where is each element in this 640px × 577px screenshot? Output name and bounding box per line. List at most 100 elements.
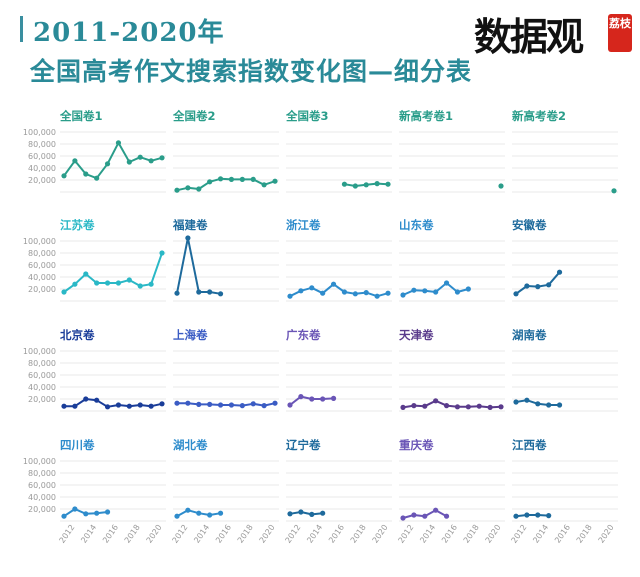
data-point xyxy=(287,293,293,299)
data-point xyxy=(217,510,224,516)
data-point xyxy=(72,158,78,164)
data-point xyxy=(61,403,67,409)
x-tick-label: 2018 xyxy=(236,523,255,545)
data-point xyxy=(352,183,358,189)
data-point xyxy=(207,401,213,407)
data-point xyxy=(196,186,202,192)
data-point xyxy=(159,155,165,161)
panel-title: 浙江卷 xyxy=(286,218,321,232)
y-tick-label: 100,000 xyxy=(23,237,56,246)
data-point xyxy=(546,282,552,288)
data-point xyxy=(261,182,267,188)
data-point xyxy=(454,404,461,410)
x-tick-label: 2016 xyxy=(440,523,459,545)
data-point xyxy=(61,289,67,295)
data-point xyxy=(126,159,132,165)
y-tick-label: 100,000 xyxy=(23,128,56,137)
data-point xyxy=(185,400,191,406)
data-point xyxy=(174,513,180,519)
data-point xyxy=(196,289,202,295)
data-point xyxy=(411,403,417,409)
x-tick-label: 2014 xyxy=(531,523,550,545)
x-tick-label: 2016 xyxy=(101,523,120,545)
data-point xyxy=(159,401,165,407)
data-point xyxy=(400,404,406,410)
data-point xyxy=(400,292,406,298)
series-line xyxy=(64,398,163,408)
data-point xyxy=(498,183,504,189)
data-point xyxy=(422,513,428,519)
data-point xyxy=(217,291,224,297)
x-tick-label: 2014 xyxy=(79,523,98,545)
data-point xyxy=(148,403,154,409)
data-point xyxy=(320,510,326,516)
data-point xyxy=(524,512,530,518)
y-tick-label: 20,000 xyxy=(28,176,56,185)
data-point xyxy=(61,173,67,179)
data-point xyxy=(148,281,154,287)
data-point xyxy=(513,399,519,405)
data-point xyxy=(535,512,541,518)
data-point xyxy=(385,290,391,296)
y-tick-label: 60,000 xyxy=(28,481,56,490)
data-point xyxy=(513,513,519,519)
x-tick-label: 2018 xyxy=(123,523,142,545)
y-tick-label: 60,000 xyxy=(28,152,56,161)
data-point xyxy=(228,176,235,182)
data-point xyxy=(250,401,256,407)
x-tick-label: 2020 xyxy=(371,523,390,545)
data-point xyxy=(239,176,245,182)
data-point xyxy=(411,287,417,293)
data-point xyxy=(363,182,369,188)
data-point xyxy=(137,154,143,160)
panel-title: 四川卷 xyxy=(60,438,95,452)
data-point xyxy=(272,400,278,406)
data-point xyxy=(422,403,428,409)
data-point xyxy=(272,178,278,184)
series-line xyxy=(176,177,276,192)
data-point xyxy=(228,402,235,408)
y-tick-label: 100,000 xyxy=(23,457,56,466)
data-point xyxy=(207,512,213,518)
x-tick-label: 2016 xyxy=(553,523,572,545)
series-line xyxy=(515,514,549,518)
y-tick-label: 20,000 xyxy=(28,505,56,514)
y-tick-label: 40,000 xyxy=(28,164,56,173)
data-point xyxy=(320,396,326,402)
data-point xyxy=(287,511,293,517)
data-point xyxy=(363,290,369,296)
data-point xyxy=(83,511,89,517)
data-point xyxy=(433,289,439,295)
data-point xyxy=(174,290,180,296)
panel-title: 广东卷 xyxy=(286,328,321,342)
x-tick-label: 2018 xyxy=(575,523,594,545)
data-point xyxy=(250,176,256,182)
data-point xyxy=(341,289,348,295)
y-tick-label: 40,000 xyxy=(28,273,56,282)
data-point xyxy=(104,404,111,410)
data-point xyxy=(137,402,143,408)
data-point xyxy=(374,181,380,187)
y-tick-label: 100,000 xyxy=(23,347,56,356)
x-tick-label: 2020 xyxy=(597,523,616,545)
panel-title: 新高考卷1 xyxy=(399,109,453,123)
data-point xyxy=(159,250,165,256)
data-point xyxy=(196,510,202,516)
data-point xyxy=(556,269,563,275)
x-tick-label: 2014 xyxy=(192,523,211,545)
data-point xyxy=(352,291,358,297)
data-point xyxy=(535,284,541,290)
panel-title: 全国卷2 xyxy=(172,109,216,123)
series-line xyxy=(177,402,276,407)
x-tick-label: 2012 xyxy=(509,523,528,545)
series-line xyxy=(289,283,389,298)
data-point xyxy=(309,511,315,517)
data-point xyxy=(433,398,439,404)
panel-title: 安徽卷 xyxy=(512,218,547,232)
series-line xyxy=(289,511,323,516)
x-tick-label: 2012 xyxy=(396,523,415,545)
data-point xyxy=(239,403,245,409)
data-point xyxy=(443,403,450,409)
data-point xyxy=(422,288,428,294)
data-point xyxy=(83,171,89,177)
